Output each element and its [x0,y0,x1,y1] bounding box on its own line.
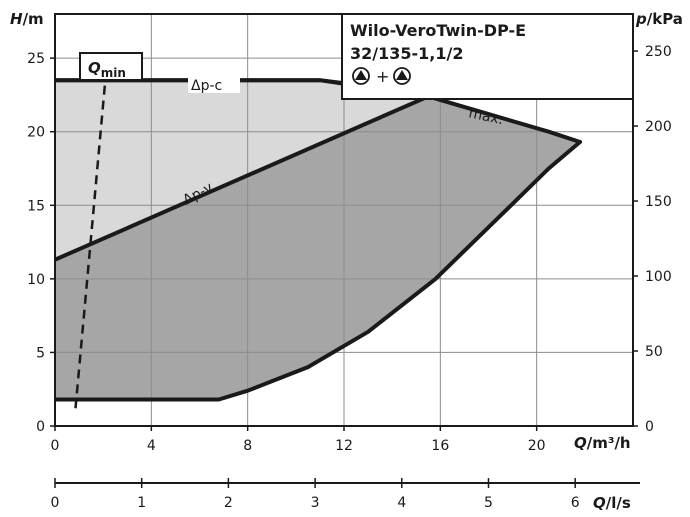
y-left-tick-label: 20 [27,125,45,141]
x-tick-label: 16 [431,438,449,454]
y-left-tick-label: 5 [36,345,45,361]
title-box: Wilo-VeroTwin-DP-E 32/135-1,1/2 + [341,13,634,100]
x-tick-label: 20 [528,438,546,454]
x2-tick-label: 6 [571,495,580,511]
svg-text:Qmin: Qmin [88,59,126,80]
y-axis-left-title: H/m [10,10,44,28]
y-axis-p: 0 50 100 150 200 250 [633,44,672,435]
x2-tick-label: 1 [137,495,146,511]
dp-v-operating-region [55,96,580,400]
y-right-tick-label: 0 [645,419,654,435]
x2-tick-label: 4 [397,495,406,511]
x-tick-label: 12 [335,438,353,454]
mode-plus-sign: + [376,67,389,86]
q-min-label-main: Q [88,59,101,77]
x-axis-m3h: 0 4 8 12 16 20 [51,426,546,454]
y-left-tick-label: 25 [27,51,45,67]
x2-tick-label: 2 [224,495,233,511]
y-left-tick-label: 0 [36,419,45,435]
dp-v-curve-line [55,94,431,262]
q-min-label-box: Qmin [79,52,143,81]
y-right-tick-label: 100 [645,269,672,285]
max-label: max. [467,105,505,128]
title-line-1: Wilo-VeroTwin-DP-E [350,21,526,40]
y-right-tick-label: 150 [645,194,672,210]
dp-c-operating-region [55,80,429,260]
y-right-tick-label: 50 [645,344,663,360]
x2-axis-title: Q/l/s [593,494,631,512]
y-axis-right-title: p/kPa [635,10,683,28]
x-axis-title: Q/m³/h [574,434,631,452]
q-min-label-sub: min [101,66,126,80]
y-right-tick-label: 250 [645,44,672,60]
pump-symbol-icon [393,67,411,85]
x-tick-label: 8 [243,438,252,454]
y-right-tick-label: 200 [645,119,672,135]
x2-tick-label: 5 [484,495,493,511]
pump-symbol-icon [352,67,370,85]
x-tick-label: 0 [51,438,60,454]
x2-axis-ls: 0 1 2 3 4 5 6 [51,478,640,511]
x2-tick-label: 3 [311,495,320,511]
x-tick-label: 4 [147,438,156,454]
y-left-tick-label: 15 [27,198,45,214]
title-line-2: 32/135-1,1/2 [350,44,463,63]
y-left-tick-label: 10 [27,272,45,288]
min-curve-line [55,140,582,402]
x2-tick-label: 0 [51,495,60,511]
dp-c-label: Δp-c [191,78,222,94]
y-axis-h: 0 5 10 15 20 25 [27,51,55,435]
